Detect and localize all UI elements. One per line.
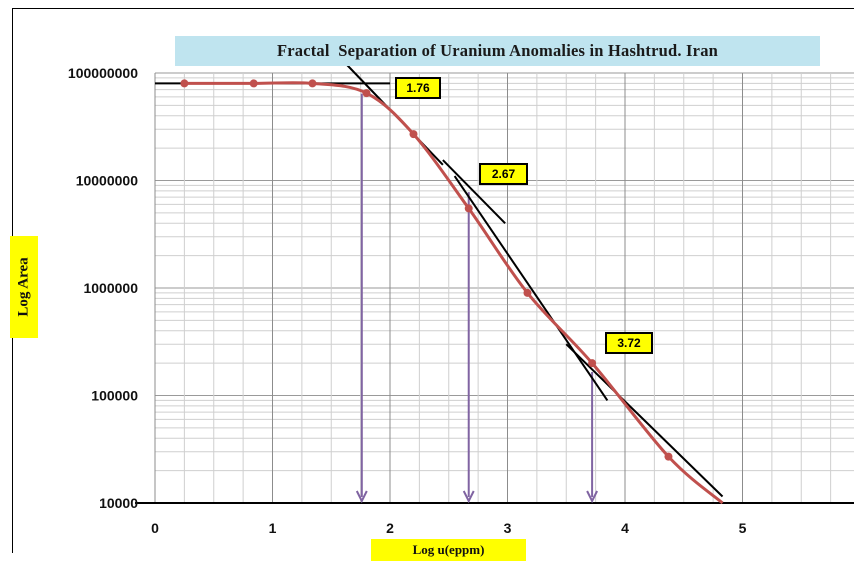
fit-lines	[155, 60, 724, 498]
data-point	[588, 359, 597, 368]
y-tick-label: 100000	[91, 388, 138, 404]
x-tick-labels: 0123456	[151, 520, 747, 536]
data-point	[308, 79, 317, 88]
data-point	[664, 452, 673, 461]
y-tick-label: 100000000	[68, 65, 138, 81]
data-point	[362, 89, 371, 98]
data-curve	[184, 81, 724, 505]
x-tick-label: 1	[269, 520, 277, 536]
threshold-callout-1: 1.76	[395, 77, 441, 99]
threshold-callout-3: 3.72	[605, 332, 653, 354]
x-tick-label: 0	[151, 520, 159, 536]
y-tick-labels: 10000 100000 1000000 10000000 100000000	[68, 65, 138, 511]
threshold-arrow-head	[586, 490, 598, 504]
x-axis-label: Log u(eppm)	[412, 542, 485, 557]
threshold-arrows	[355, 93, 598, 504]
y-axis-label-box	[10, 236, 38, 338]
x-tick-label: 5	[739, 520, 747, 536]
x-tick-label: 4	[621, 520, 629, 536]
chart-title: Fractal Separation of Uranium Anomalies …	[276, 41, 719, 60]
y-tick-label: 10000000	[76, 173, 139, 189]
threshold-arrow-head	[355, 490, 368, 504]
data-point	[464, 204, 473, 213]
data-point	[180, 79, 189, 88]
threshold-callout-2: 2.67	[479, 163, 528, 185]
threshold-arrow-head	[462, 490, 475, 504]
series-line	[184, 81, 724, 505]
y-tick-label: 10000	[99, 495, 138, 511]
data-point	[409, 130, 418, 139]
fit-line	[442, 159, 506, 224]
x-tick-label: 3	[504, 520, 512, 536]
y-tick-label: 1000000	[83, 280, 138, 296]
x-axis-label-box: Log u(eppm)	[371, 539, 526, 561]
fit-line	[565, 343, 724, 498]
data-point	[523, 288, 532, 297]
data-point	[249, 79, 258, 88]
fit-line	[453, 175, 609, 401]
data-markers	[180, 79, 673, 461]
chart-title-box: Fractal Separation of Uranium Anomalies …	[175, 36, 820, 66]
grid	[135, 72, 854, 504]
y-axis-label: Log Area	[15, 257, 32, 317]
x-tick-label: 2	[386, 520, 394, 536]
